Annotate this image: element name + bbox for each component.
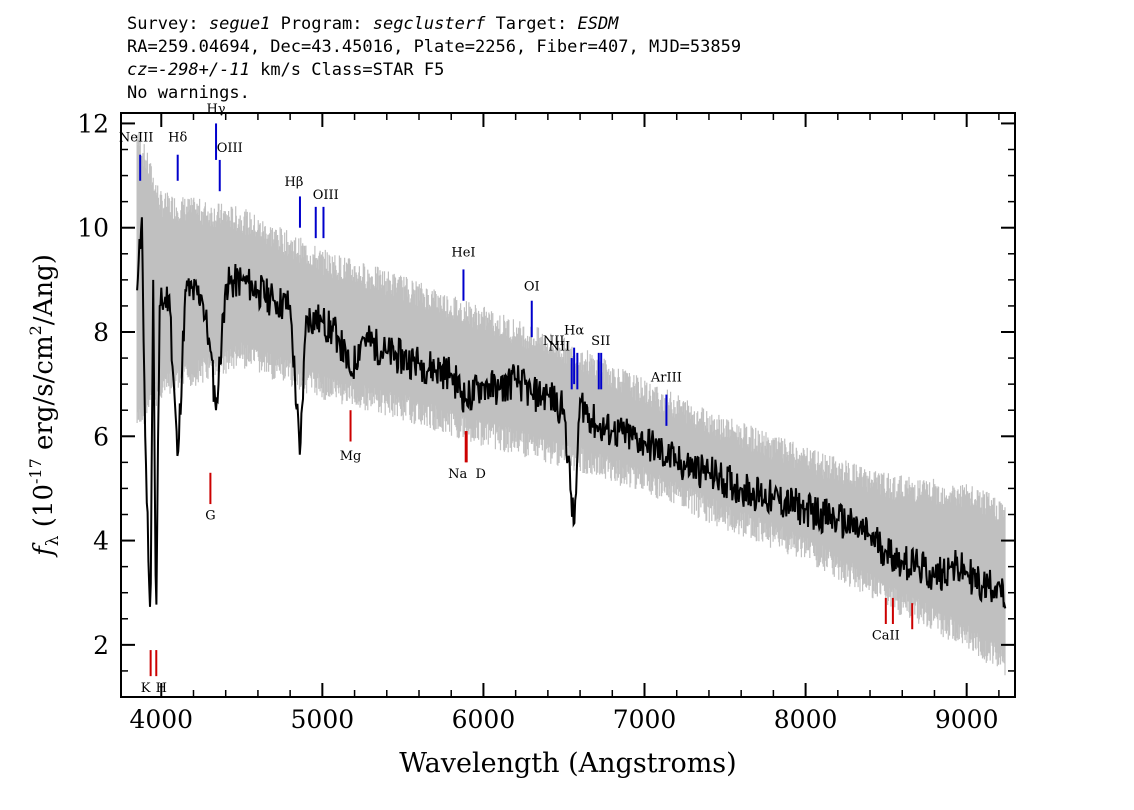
emission-line-label-0: NeIII [119,131,153,146]
x-tick-label: 4000 [129,705,193,734]
emission-line-label-3: OIII [217,141,243,156]
absorption-line-label-5: D [475,467,485,482]
y-axis-label-rest: (10 [29,484,59,536]
y-tick-label: 2 [93,631,109,660]
target-value: ESDM [577,14,619,34]
x-tick-label: 8000 [774,705,838,734]
x-tick-label: 6000 [452,705,516,734]
header-line-survey: Survey: segue1 Program: segclusterf Targ… [127,13,741,36]
emission-line-label-2: Hγ [206,102,225,117]
y-tick-label: 10 [77,214,109,243]
y-tick-label: 6 [93,422,109,451]
cz-label: cz= [127,60,158,80]
header-line-warnings: No warnings. [127,83,250,103]
plot-frame [120,112,1016,698]
emission-line-label-14: ArIII [650,371,682,386]
x-axis-label: Wavelength (Angstroms) [399,748,736,779]
error-band [136,132,1006,676]
y-axis-label-units: erg/s/cm [29,335,59,458]
y-axis-label-sub: λ [43,535,63,546]
spectrum-line [136,217,1007,609]
axis-layer: 4000 5000 6000 7000 8000 9000 2 4 6 8 10 12 [77,109,1015,734]
error-band-layer [136,132,1006,676]
absorption-line-label-3: Mg [340,449,362,464]
spectrum-header: Survey: segue1 Program: segclusterf Targ… [127,13,741,105]
emission-line-label-11: NII [549,339,571,354]
header-line-coordinates: RA=259.04694, Dec=43.45016, Plate=2256, … [127,37,742,57]
emission-line-label-5: OIII [313,188,339,203]
emission-line-label-12: SII [591,334,610,349]
absorption-line-label-2: G [205,509,215,524]
x-tick-label: 9000 [935,705,999,734]
y-tick-label: 8 [93,318,109,347]
y-tick-label: 12 [77,109,109,138]
spectrum-line-layer [136,217,1007,609]
absorption-line-label-6: CaII [872,629,900,644]
header-line-redshift: cz=-298+/-11 km/s Class=STAR F5 [127,59,741,82]
target-label: Target: [495,14,568,34]
survey-label: Survey: [127,14,199,34]
emission-line-label-9: NII [543,334,565,349]
y-axis-label-end: /Ang) [29,254,59,325]
cz-unit-class: km/s Class=STAR F5 [249,60,445,80]
emission-line-label-8: OI [524,279,540,294]
y-tick-label: 4 [93,527,109,556]
y-axis-label-exp: -17 [26,458,45,484]
emission-line-label-1: Hδ [168,131,187,146]
x-tick-label: 5000 [291,705,355,734]
emission-line-label-7: HeI [451,245,475,260]
absorption-line-label-4: Na [448,467,467,482]
y-axis-label: fλ (10-17 erg/s/cm2/Ang) [26,254,63,558]
emission-line-label-10: Hα [564,324,584,339]
absorption-line-label-0: K [141,681,151,696]
survey-value: segue1 [208,14,271,34]
program-label: Program: [280,14,363,34]
cz-value: -298+/-11 [157,60,250,80]
emission-line-label-4: Hβ [285,175,304,190]
y-axis-label-exp2: 2 [26,325,45,335]
program-value: segclusterf [372,14,486,34]
x-tick-label: 7000 [613,705,677,734]
